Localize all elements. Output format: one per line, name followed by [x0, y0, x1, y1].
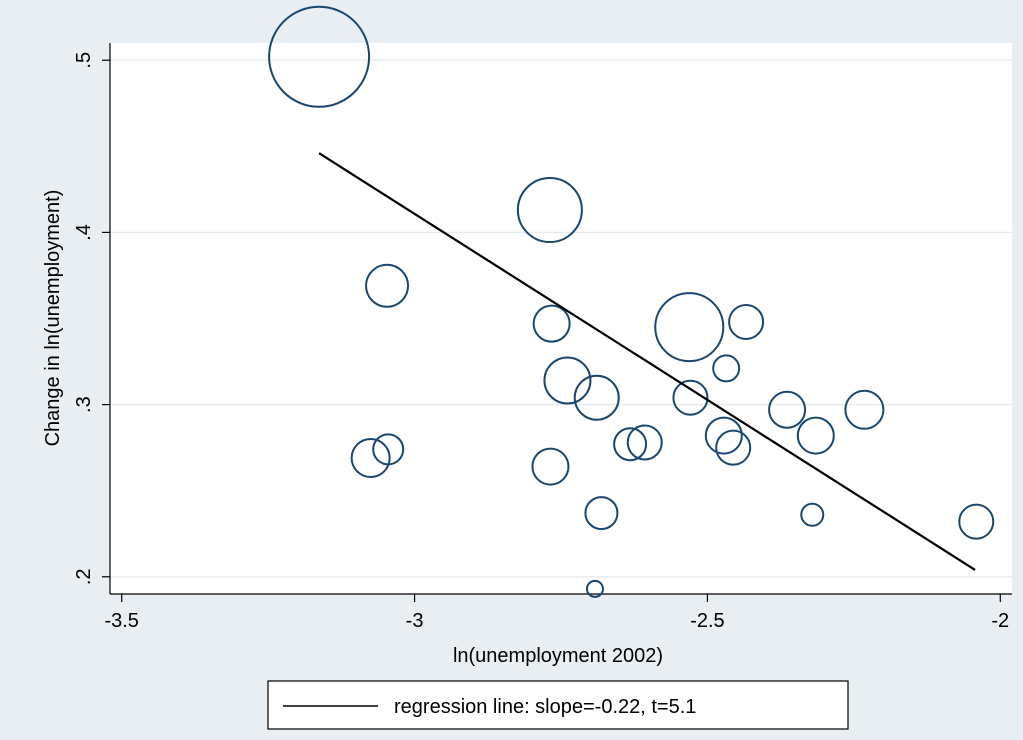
bubbles	[268, 5, 995, 598]
bubble-point	[768, 390, 807, 429]
regression-line	[318, 152, 976, 571]
bubble-point	[800, 502, 825, 527]
bubble-point	[844, 389, 885, 430]
x-tick-label: -3.5	[104, 610, 138, 632]
bubble-point	[372, 433, 405, 466]
y-ticks: .2 .3 .4 .5	[73, 52, 110, 585]
x-tick-label: -2	[991, 610, 1009, 632]
bubble-point	[531, 447, 570, 486]
bubble-point	[543, 356, 592, 405]
bubble-point	[613, 427, 648, 462]
bubble-point	[672, 379, 709, 416]
bubble-point	[728, 303, 765, 340]
bubble-point	[704, 416, 743, 455]
y-axis-label: Change in ln(unemployment)	[42, 190, 64, 447]
plot-area	[110, 43, 1012, 594]
bubble-point	[654, 292, 725, 363]
y-tick-label: .2	[73, 568, 95, 585]
y-tick-label: .4	[73, 224, 95, 241]
bubble-point	[585, 579, 604, 598]
legend: regression line: slope=-0.22, t=5.1	[267, 680, 849, 730]
bubble-point	[268, 5, 371, 108]
x-tick-label: -3	[406, 610, 424, 632]
bubble-point	[532, 304, 571, 343]
bubble-point	[516, 177, 583, 244]
bubble-point	[365, 263, 410, 308]
bubble-point	[715, 429, 752, 466]
regression-line-group	[318, 152, 976, 571]
bubble-point	[573, 374, 620, 421]
bubble-point	[584, 496, 619, 531]
bubble-point	[958, 503, 995, 540]
bubble-point	[350, 437, 391, 478]
x-axis-label: ln(unemployment 2002)	[453, 645, 663, 667]
y-tick-label: .3	[73, 396, 95, 413]
legend-label: regression line: slope=-0.22, t=5.1	[394, 696, 696, 718]
bubble-point	[796, 416, 835, 455]
legend-box	[267, 680, 849, 730]
x-ticks: -3.5 -3 -2.5 -2	[104, 594, 1009, 632]
grid-lines	[110, 59, 1012, 578]
y-tick-label: .5	[73, 52, 95, 69]
bubble-point	[626, 424, 663, 461]
bubble-point	[712, 354, 741, 383]
x-tick-label: -2.5	[690, 610, 724, 632]
